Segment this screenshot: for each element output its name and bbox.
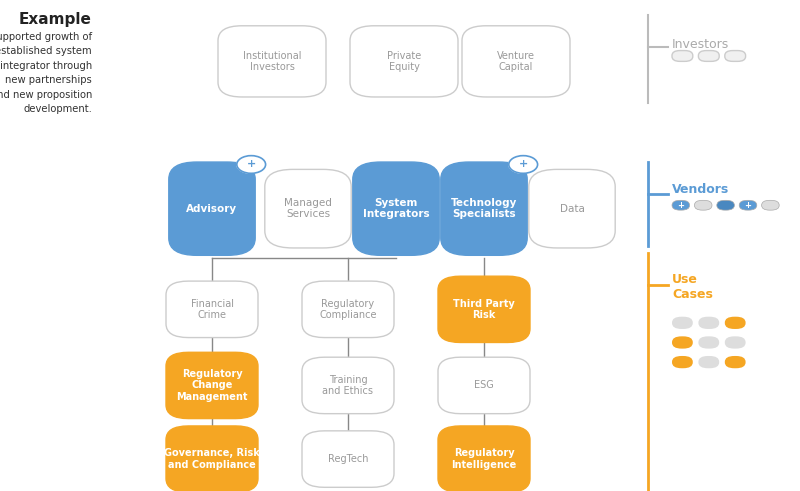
FancyBboxPatch shape (350, 26, 458, 97)
Text: +: + (246, 160, 256, 169)
Text: Managed
Services: Managed Services (284, 198, 332, 219)
FancyBboxPatch shape (462, 26, 570, 97)
FancyBboxPatch shape (218, 26, 326, 97)
FancyBboxPatch shape (717, 200, 734, 210)
FancyBboxPatch shape (529, 169, 615, 248)
Text: Advisory: Advisory (186, 204, 238, 214)
FancyBboxPatch shape (672, 200, 690, 210)
FancyBboxPatch shape (169, 162, 255, 255)
FancyBboxPatch shape (698, 51, 719, 61)
Text: Regulatory
Change
Management: Regulatory Change Management (176, 369, 248, 402)
Text: Supported growth of
established system
integrator through
new partnerships
and n: Supported growth of established system i… (0, 32, 92, 114)
FancyBboxPatch shape (698, 356, 719, 368)
FancyBboxPatch shape (725, 336, 746, 349)
Text: Use
Cases: Use Cases (672, 273, 713, 300)
FancyBboxPatch shape (441, 162, 527, 255)
FancyBboxPatch shape (302, 431, 394, 487)
FancyBboxPatch shape (672, 356, 693, 368)
Text: Investors: Investors (672, 38, 730, 51)
FancyBboxPatch shape (725, 317, 746, 329)
FancyBboxPatch shape (438, 276, 530, 343)
Text: +: + (518, 160, 528, 169)
FancyBboxPatch shape (265, 169, 351, 248)
Circle shape (237, 156, 266, 173)
Text: Governance, Risk
and Compliance: Governance, Risk and Compliance (164, 448, 260, 470)
FancyBboxPatch shape (302, 357, 394, 413)
Text: RegTech: RegTech (328, 454, 368, 464)
FancyBboxPatch shape (672, 51, 693, 61)
Text: +: + (745, 201, 751, 210)
FancyBboxPatch shape (166, 281, 258, 338)
FancyBboxPatch shape (694, 200, 712, 210)
Text: System
Integrators: System Integrators (362, 198, 430, 219)
FancyBboxPatch shape (672, 317, 693, 329)
FancyBboxPatch shape (438, 426, 530, 491)
Text: +: + (678, 201, 684, 210)
Text: Financial
Crime: Financial Crime (190, 299, 234, 320)
FancyBboxPatch shape (725, 356, 746, 368)
Text: Training
and Ethics: Training and Ethics (322, 375, 374, 396)
Circle shape (509, 156, 538, 173)
Text: Data: Data (559, 204, 585, 214)
FancyBboxPatch shape (353, 162, 439, 255)
FancyBboxPatch shape (698, 317, 719, 329)
Text: Regulatory
Compliance: Regulatory Compliance (319, 299, 377, 320)
Text: Example: Example (19, 12, 92, 27)
FancyBboxPatch shape (672, 336, 693, 349)
Text: Institutional
Investors: Institutional Investors (242, 51, 302, 72)
FancyBboxPatch shape (438, 357, 530, 413)
FancyBboxPatch shape (698, 336, 719, 349)
FancyBboxPatch shape (762, 200, 779, 210)
Text: Technology
Specialists: Technology Specialists (451, 198, 517, 219)
FancyBboxPatch shape (725, 51, 746, 61)
Text: Third Party
Risk: Third Party Risk (453, 299, 515, 320)
FancyBboxPatch shape (166, 353, 258, 418)
Text: Private
Equity: Private Equity (387, 51, 421, 72)
Text: Regulatory
Intelligence: Regulatory Intelligence (451, 448, 517, 470)
FancyBboxPatch shape (166, 426, 258, 491)
FancyBboxPatch shape (302, 281, 394, 338)
Text: Venture
Capital: Venture Capital (497, 51, 535, 72)
Text: Vendors: Vendors (672, 183, 730, 195)
Text: ESG: ESG (474, 381, 494, 390)
FancyBboxPatch shape (739, 200, 757, 210)
